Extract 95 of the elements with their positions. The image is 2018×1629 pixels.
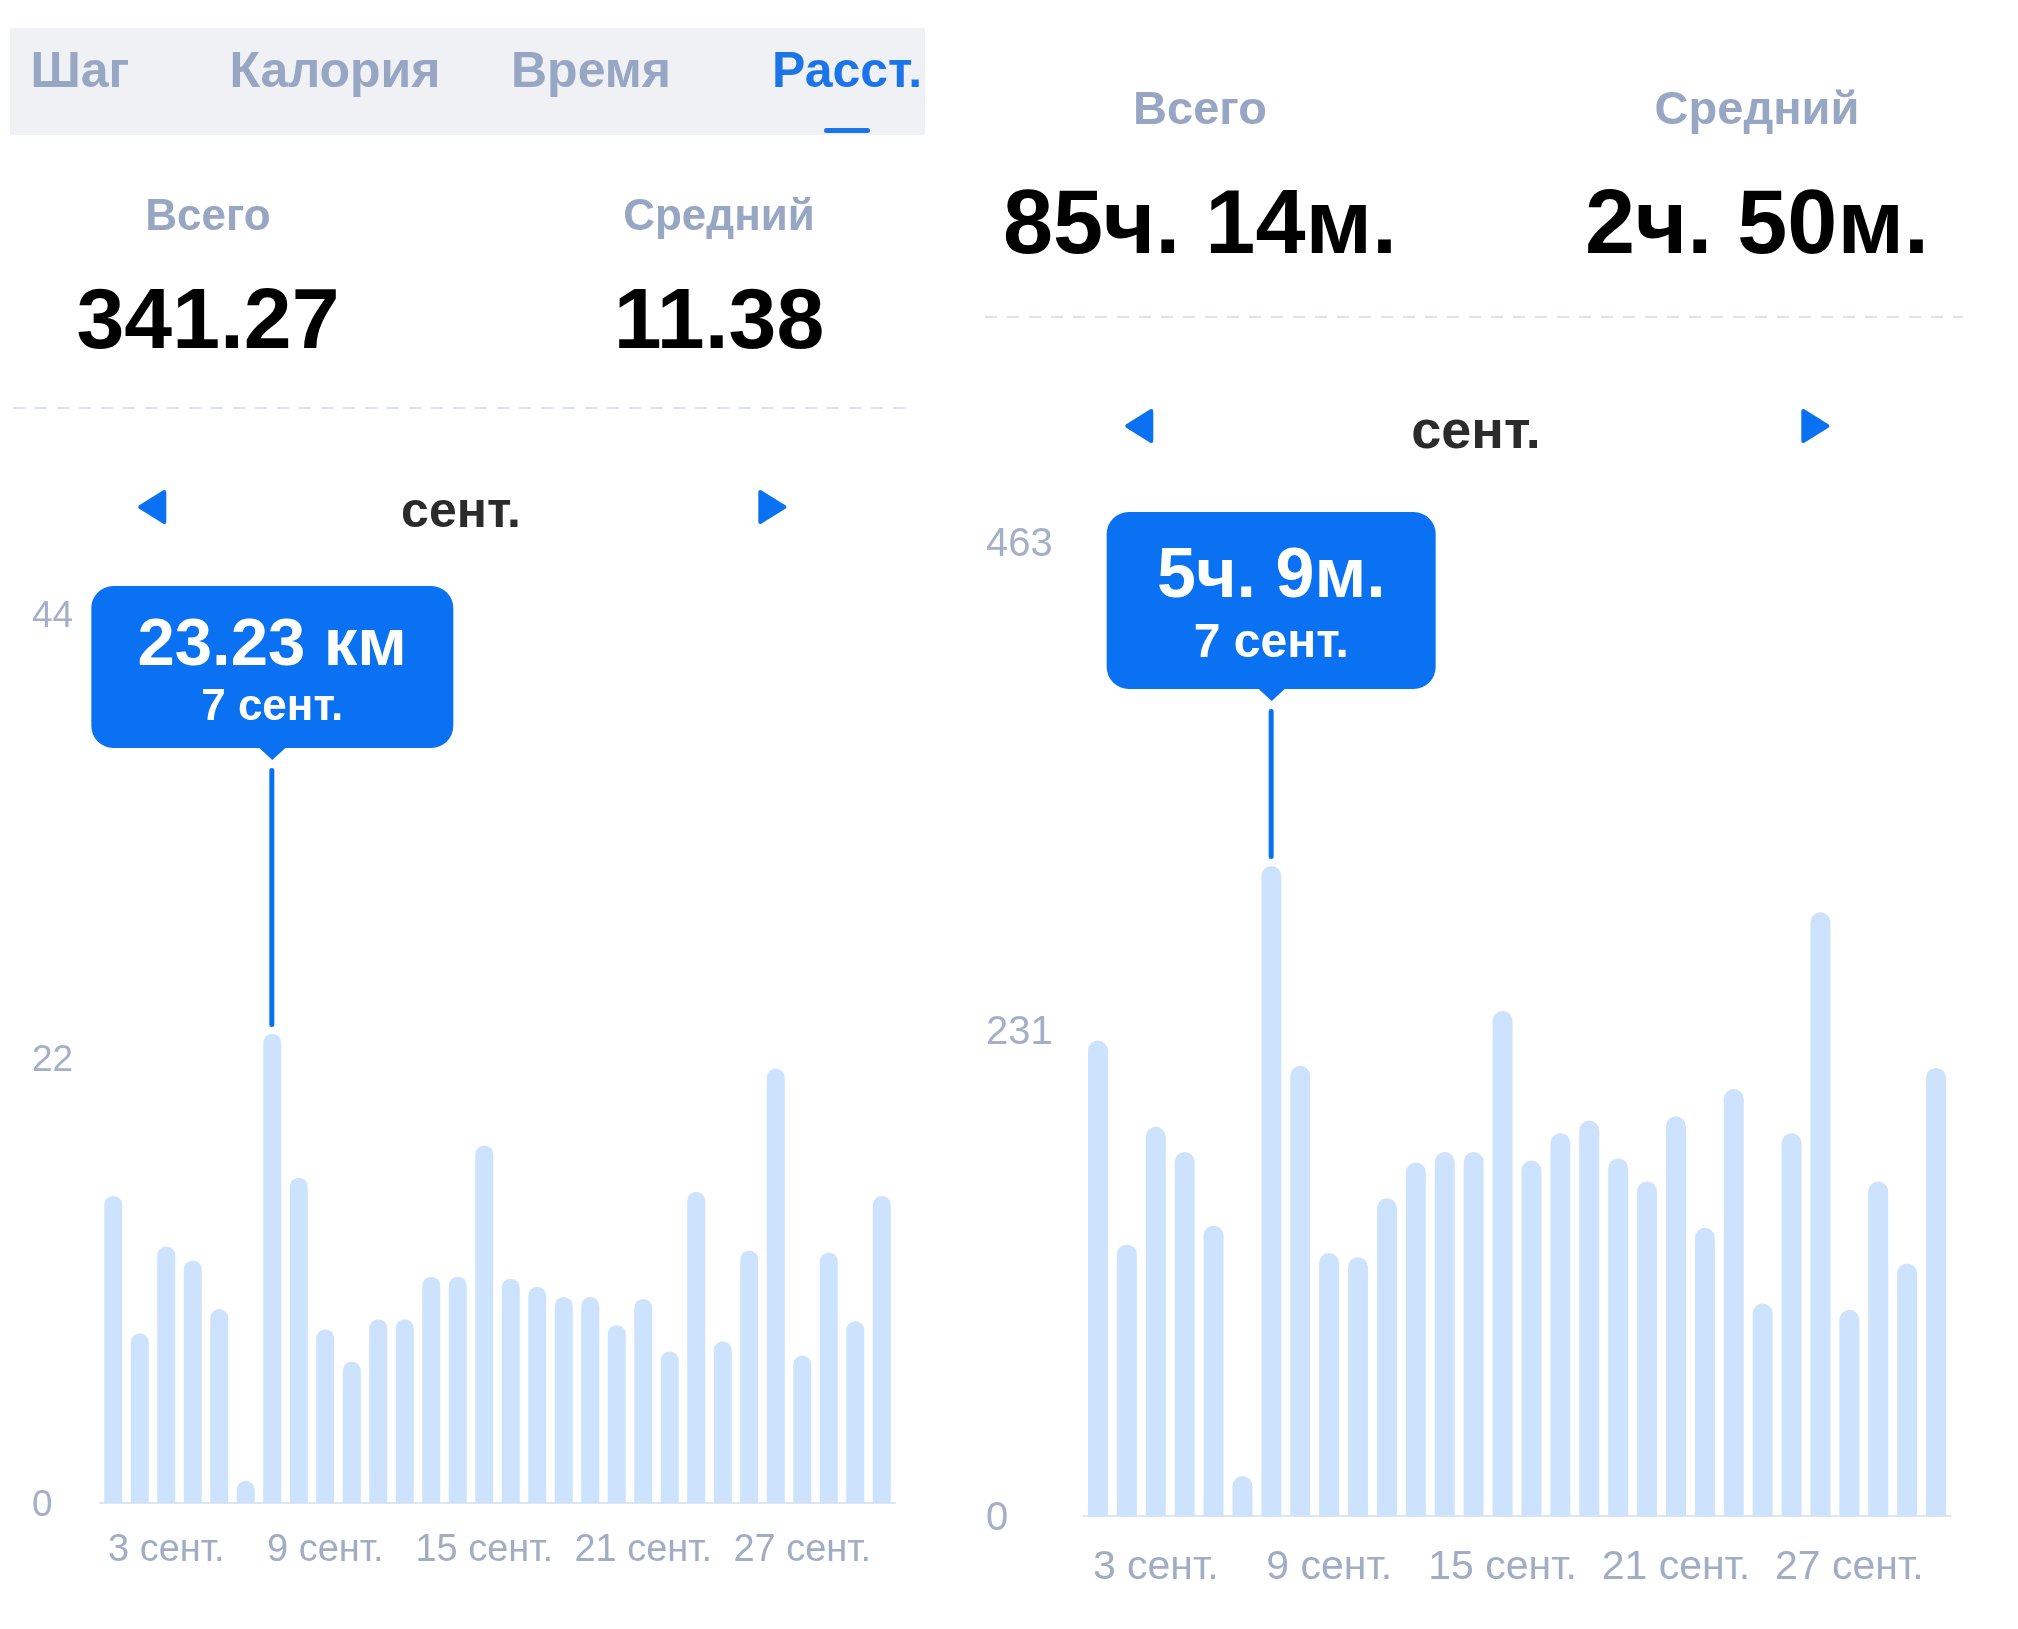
text: 85ч. 14м. — [1002, 171, 1398, 275]
annotation: 23.23 км — [137, 603, 407, 681]
bar — [740, 1250, 759, 1503]
x-tick-label: 9 сент. — [266, 1527, 384, 1569]
bar — [660, 1351, 679, 1503]
bar — [634, 1298, 653, 1503]
bar — [316, 1329, 335, 1503]
bar — [819, 1252, 838, 1503]
bar — [1434, 1152, 1455, 1516]
bar — [1145, 1126, 1166, 1516]
bar — [872, 1195, 891, 1503]
bar — [1723, 1088, 1744, 1516]
category-label: Время — [511, 42, 671, 100]
bar — [846, 1321, 865, 1503]
bar — [369, 1319, 388, 1503]
x-tick-label: 21 сент. — [1601, 1541, 1751, 1588]
bar — [422, 1276, 441, 1503]
bar — [1174, 1152, 1195, 1516]
y-tick-label: 0 — [986, 1494, 1009, 1538]
y-tick-label: 0 — [32, 1482, 53, 1524]
bar — [501, 1278, 520, 1503]
category-label: Всего — [1133, 80, 1267, 136]
bar — [263, 1033, 282, 1503]
bar — [581, 1296, 600, 1503]
y-tick-label: 44 — [32, 593, 74, 635]
bar — [1521, 1160, 1542, 1516]
bar — [1579, 1120, 1600, 1516]
x-tick-label: 21 сент. — [574, 1527, 713, 1569]
category-label: Всего — [145, 189, 271, 241]
bar — [1290, 1065, 1311, 1516]
bar — [1550, 1133, 1571, 1516]
bar — [1694, 1227, 1715, 1516]
bar — [1492, 1011, 1513, 1516]
bar — [342, 1361, 361, 1503]
bar — [793, 1355, 812, 1503]
x-tick-label: 3 сент. — [1092, 1541, 1219, 1588]
bar — [183, 1260, 202, 1503]
bar — [1463, 1152, 1484, 1516]
bar — [289, 1177, 308, 1503]
bar — [1839, 1309, 1860, 1516]
bar — [1203, 1225, 1224, 1516]
tooltip-callout: 23.23 км 7 сент. — [91, 586, 453, 1027]
bar — [1405, 1162, 1426, 1516]
annotation: 7 сент. — [1193, 613, 1349, 669]
bar — [1752, 1303, 1773, 1516]
bar — [554, 1296, 573, 1503]
bar — [1637, 1181, 1658, 1516]
x-tick-label: 15 сент. — [1428, 1541, 1577, 1588]
category-label: Средний — [1654, 80, 1860, 136]
bar — [1261, 865, 1282, 1516]
bar — [528, 1286, 547, 1503]
text: 2ч. 50м. — [1584, 171, 1930, 275]
chart-title: сент. — [401, 482, 521, 540]
bar — [1232, 1476, 1253, 1516]
bar — [130, 1333, 149, 1503]
bar — [1926, 1067, 1947, 1516]
text: 11.38 — [613, 268, 825, 368]
bar — [395, 1319, 414, 1503]
tooltip-callout: 5ч. 9м. 7 сент. — [1107, 512, 1436, 859]
bar — [448, 1276, 467, 1503]
bar — [1868, 1181, 1889, 1516]
category-label: Расст. — [771, 42, 923, 100]
bar — [1319, 1253, 1340, 1516]
y-tick-label: 463 — [986, 520, 1053, 564]
category-label: Средний — [623, 189, 815, 241]
annotation: 7 сент. — [201, 680, 344, 731]
bar — [1376, 1198, 1397, 1516]
annotation: 5ч. 9м. — [1157, 532, 1386, 614]
chart-title: сент. — [1411, 397, 1541, 461]
bar — [1897, 1263, 1918, 1516]
bar — [1348, 1257, 1369, 1516]
x-tick-label: 15 сент. — [415, 1527, 554, 1569]
bar — [687, 1191, 706, 1503]
x-tick-label: 9 сент. — [1266, 1541, 1393, 1588]
bar — [1116, 1244, 1137, 1516]
bar — [157, 1246, 176, 1503]
text: 341.27 — [76, 268, 340, 368]
bar — [1087, 1040, 1108, 1516]
category-label: Калория — [229, 42, 441, 100]
bar — [475, 1145, 494, 1503]
bar — [1665, 1116, 1686, 1516]
x-tick-label: 3 сент. — [107, 1527, 225, 1569]
y-tick-label: 231 — [986, 1008, 1053, 1053]
bar — [607, 1325, 626, 1503]
bar — [1608, 1158, 1629, 1516]
bar — [713, 1341, 732, 1503]
category-label: Шаг — [30, 42, 130, 100]
x-tick-label: 27 сент. — [1775, 1541, 1924, 1588]
y-tick-label: 22 — [32, 1038, 74, 1079]
x-tick-label: 27 сент. — [733, 1527, 872, 1569]
bar — [1810, 912, 1831, 1516]
bar — [210, 1309, 229, 1503]
bar — [104, 1195, 123, 1503]
bar — [1781, 1133, 1802, 1516]
bar — [766, 1068, 785, 1503]
